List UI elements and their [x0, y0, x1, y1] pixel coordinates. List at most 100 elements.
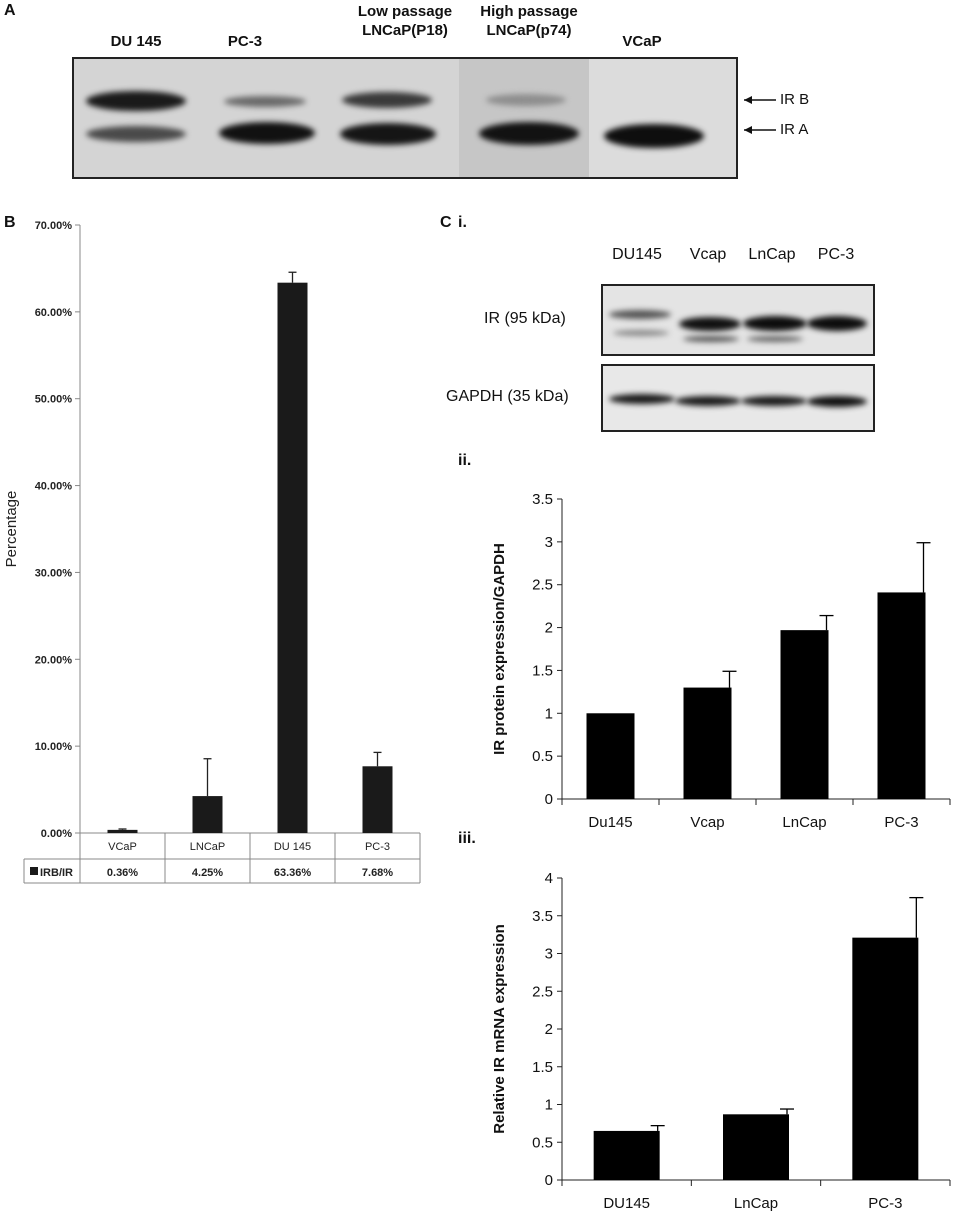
y-tick-label: 0.00% — [41, 828, 72, 840]
bar-lncap — [723, 1114, 789, 1180]
panel-c-sub-ii: ii. — [458, 452, 472, 469]
y-tick-label: 30.00% — [35, 567, 73, 579]
y-axis-title: IR protein expression/GAPDH — [491, 543, 508, 755]
gel-band-irb — [224, 96, 306, 107]
panel-b-letter: B — [4, 214, 16, 231]
gel-band-ira — [340, 123, 436, 145]
y-tick-label: 2.5 — [532, 577, 553, 594]
bar-lncap — [192, 796, 223, 833]
wb-band-gapdh — [609, 394, 675, 404]
western-blot-ir — [601, 284, 875, 356]
wb-band-ir-lower — [613, 330, 669, 336]
wb-band-ir — [743, 316, 807, 331]
y-tick-label: 0 — [545, 791, 553, 808]
y-tick-label: 2.5 — [532, 983, 553, 1000]
y-tick-label: 60.00% — [35, 307, 73, 319]
x-category-label: PC-3 — [884, 814, 918, 831]
western-blot-gapdh — [601, 364, 875, 432]
table-value: 7.68% — [362, 867, 393, 879]
wb-lane-du145: DU145 — [612, 246, 662, 263]
wb-band-ir — [807, 316, 867, 331]
x-category-label: DU145 — [603, 1195, 650, 1212]
wb-band-gapdh — [741, 396, 807, 406]
y-axis-title: Relative IR mRNA expression — [491, 924, 508, 1134]
wb-row-label-ir: IR (95 kDa) — [484, 310, 566, 327]
y-tick-label: 1.5 — [532, 1059, 553, 1076]
chart-c-ii-protein-expression: 0 0.5 1 1.5 2 2.5 3 3.5 IR protein expression/GA… — [491, 491, 951, 831]
ira-label: IR A — [780, 121, 809, 138]
x-category-label: PC-3 — [868, 1195, 902, 1212]
y-tick-label: 50.00% — [35, 394, 73, 406]
x-category-label: Du145 — [588, 814, 632, 831]
panel-c-letter: C — [440, 214, 452, 231]
bar-lncap — [780, 630, 829, 799]
bar-du-145 — [277, 282, 308, 833]
y-tick-label: 3 — [545, 534, 553, 551]
wb-band-gapdh — [675, 396, 741, 406]
wb-band-ir-lower — [683, 336, 739, 342]
y-tick-label: 0.5 — [532, 748, 553, 765]
y-tick-label: 3.5 — [532, 491, 553, 508]
bar-du145 — [593, 1130, 660, 1180]
gel-band-ira — [479, 122, 579, 145]
bar-vcap — [107, 829, 138, 833]
panel-c-sub-iii: iii. — [458, 830, 476, 847]
x-category-label: LNCaP — [190, 841, 225, 853]
legend-label: IRB/IR — [40, 867, 73, 879]
panel-a-letter: A — [4, 2, 16, 19]
irb-arrowhead-icon — [744, 96, 752, 104]
table-value: 63.36% — [274, 867, 312, 879]
gel-lane-shade — [589, 59, 736, 177]
bar-du145 — [586, 713, 635, 799]
irb-label: IR B — [780, 91, 810, 108]
y-tick-label: 0.5 — [532, 1134, 553, 1151]
wb-band-gapdh — [807, 396, 867, 407]
legend-swatch — [30, 867, 38, 875]
x-category-label: VCaP — [108, 841, 137, 853]
wb-row-label-gapdh: GAPDH (35 kDa) — [446, 388, 569, 405]
lane-label-du145: DU 145 — [110, 33, 162, 50]
x-category-label: Vcap — [690, 814, 724, 831]
y-tick-label: 1 — [545, 1097, 553, 1114]
x-category-label: DU 145 — [274, 841, 311, 853]
panel-c-sub-i: i. — [458, 214, 467, 231]
gel-band-ira — [86, 126, 186, 142]
y-tick-label: 4 — [545, 870, 553, 887]
y-tick-label: 1.5 — [532, 662, 553, 679]
y-tick-label: 40.00% — [35, 481, 73, 493]
y-tick-label: 3 — [545, 946, 553, 963]
y-tick-label: 20.00% — [35, 654, 73, 666]
wb-lane-vcap: Vcap — [689, 246, 727, 263]
lane-label-pc3: PC-3 — [227, 33, 263, 50]
y-tick-label: 2 — [545, 1021, 553, 1038]
bar-pc-3 — [877, 592, 926, 799]
x-category-label: LnCap — [734, 1195, 778, 1212]
bar-vcap — [683, 687, 732, 799]
gel-band-irb — [486, 94, 566, 106]
wb-band-ir — [609, 310, 671, 319]
y-tick-label: 70.00% — [35, 220, 73, 232]
wb-lane-lncap: LnCap — [748, 246, 796, 263]
gel-lane-shade — [459, 59, 589, 177]
y-tick-label: 10.00% — [35, 741, 73, 753]
ira-arrowhead-icon — [744, 126, 752, 134]
gel-band-irb — [86, 91, 186, 111]
x-category-label: PC-3 — [365, 841, 390, 853]
band-arrows — [744, 96, 776, 134]
bar-pc-3 — [852, 937, 919, 1180]
y-axis-title: Percentage — [3, 491, 20, 568]
table-value: 4.25% — [192, 867, 223, 879]
wb-band-ir — [679, 317, 741, 331]
table-value: 0.36% — [107, 867, 138, 879]
x-category-label: LnCap — [782, 814, 826, 831]
rt-pcr-gel-image — [72, 57, 738, 179]
y-tick-label: 1 — [545, 705, 553, 722]
chart-b-irb-percentage: 0.00% 10.00% 20.00% 30.00% 40.00% 50.00% 60.00… — [3, 220, 421, 884]
gel-band-irb — [342, 92, 432, 108]
gel-band-ira — [219, 122, 315, 144]
gel-band-ira — [604, 124, 704, 148]
lane-label-vcap: VCaP — [622, 33, 662, 50]
y-tick-label: 0 — [545, 1172, 553, 1189]
chart-c-iii-mrna-expression: 0 0.5 1 1.5 2 2.5 3 3.5 4 Relative IR mRNA expres… — [491, 870, 951, 1212]
y-tick-label: 2 — [545, 620, 553, 637]
